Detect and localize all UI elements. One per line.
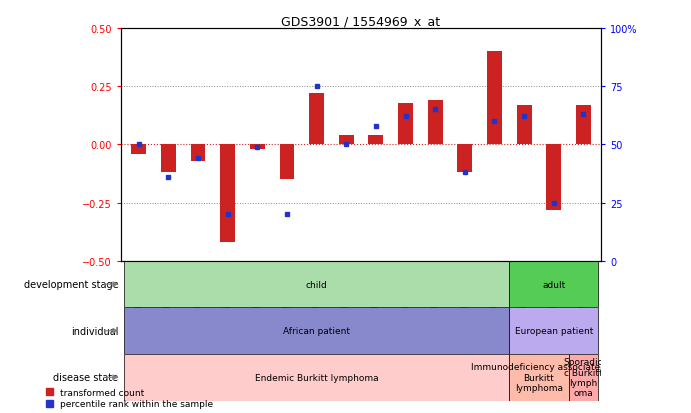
Text: African patient: African patient [283, 326, 350, 335]
Legend: transformed count, percentile rank within the sample: transformed count, percentile rank withi… [46, 388, 214, 408]
Text: Endemic Burkitt lymphoma: Endemic Burkitt lymphoma [255, 373, 379, 382]
Title: GDS3901 / 1554969_x_at: GDS3901 / 1554969_x_at [281, 15, 441, 28]
Bar [576, 106, 591, 145]
Bar [339, 136, 354, 145]
Bar [250, 145, 265, 150]
Bar [124, 308, 509, 354]
Text: disease state: disease state [53, 373, 119, 382]
Bar [191, 145, 205, 161]
Bar [569, 354, 598, 401]
Bar [368, 136, 384, 145]
Bar [517, 106, 531, 145]
Text: Immunodeficiency associated
Burkitt
lymphoma: Immunodeficiency associated Burkitt lymp… [471, 363, 607, 392]
Bar [487, 52, 502, 145]
Bar [398, 103, 413, 145]
Text: child: child [305, 280, 328, 289]
Bar [509, 261, 598, 308]
Bar [161, 145, 176, 173]
Bar [509, 354, 569, 401]
Bar [280, 145, 294, 180]
Text: development stage: development stage [24, 280, 119, 290]
Bar [220, 145, 235, 243]
Bar [124, 261, 509, 308]
Bar [547, 145, 561, 210]
Text: European patient: European patient [515, 326, 593, 335]
Bar [309, 94, 324, 145]
Bar [428, 101, 442, 145]
Text: Sporadic
c Burkitt
lymph
oma: Sporadic c Burkitt lymph oma [564, 357, 603, 397]
Bar [124, 354, 509, 401]
Bar [457, 145, 472, 173]
Text: adult: adult [542, 280, 565, 289]
Bar [131, 145, 146, 154]
Bar [509, 308, 598, 354]
Text: individual: individual [71, 326, 119, 336]
